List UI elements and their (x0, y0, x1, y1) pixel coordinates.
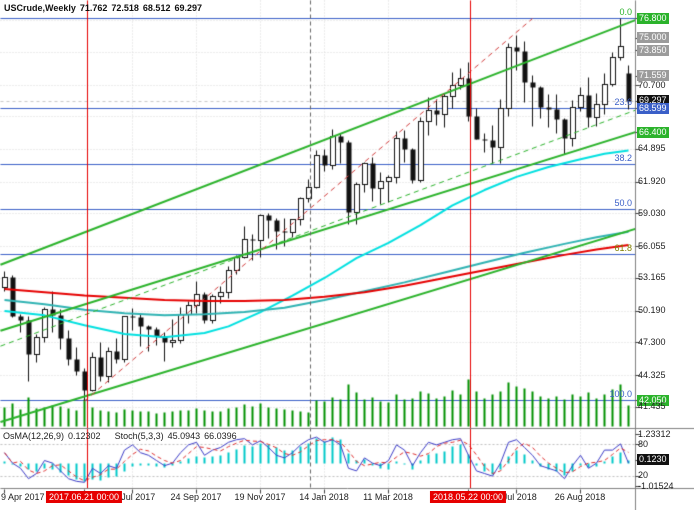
indicator-axis-label: 20 (638, 470, 649, 481)
indicator-axis-badge: 0.1230 (637, 454, 669, 466)
price-axis-label: 61.920 (638, 176, 666, 187)
stoch-label: Stoch(5,3,3) (114, 431, 164, 441)
price-axis[interactable]: 76.800 75.000 73.850 71.559 70.700 69.297 68.5… (636, 0, 694, 510)
ohlc-header: USCrude,Weekly 71.762 72.518 68.512 69.297 (4, 3, 206, 13)
price-axis-badge: 66.400 (637, 126, 669, 138)
time-axis-label: 19 Nov 2017 (234, 492, 286, 502)
price-axis-badge: 42.050 (637, 394, 669, 406)
price-axis-label: 44.325 (638, 369, 666, 380)
price-axis-badge: 76.800 (637, 12, 669, 24)
stoch-d-value: 66.0396 (204, 431, 237, 441)
osma-label: OsMA(12,26,9) (3, 431, 65, 441)
time-axis-label: 24 Sep 2017 (170, 492, 222, 502)
price-axis-label: 64.895 (638, 143, 666, 154)
time-axis-event-badge: 2017.06.21 00:00 (45, 491, 123, 503)
price-axis-label: 47.300 (638, 336, 666, 347)
price-axis-label: 56.055 (638, 240, 666, 251)
price-axis-badge: 75.000 (637, 32, 669, 44)
indicator-label-row: OsMA(12,26,9) 0.12302 Stoch(5,3,3) 45.0943 6… (3, 431, 241, 441)
close-value: 69.297 (174, 3, 202, 13)
indicator-axis-label: 1.23312 (638, 429, 671, 439)
open-value: 71.762 (79, 3, 108, 13)
time-axis-label: 30 Jul 2017 (108, 492, 156, 502)
low-value: 68.512 (142, 3, 171, 13)
time-axis-label: 1 Jul 2018 (495, 492, 537, 502)
time-axis-event-badge: 2018.05.22 00:00 (429, 491, 507, 503)
indicator-axis-label: -1.01524 (638, 480, 674, 491)
stoch-k-value: 45.0943 (167, 431, 201, 441)
indicator-axis-label: 80 (638, 438, 649, 449)
symbol-timeframe-label: USCrude,Weekly (4, 3, 76, 13)
time-axis[interactable]: 9 Apr 2017 2017.06.21 00:00 30 Jul 2017 24 … (0, 489, 694, 510)
osma-value: 0.12302 (68, 431, 101, 441)
time-axis-label: 9 Apr 2017 (1, 492, 45, 502)
price-axis-badge: 68.599 (637, 102, 669, 114)
time-axis-label: 14 Jan 2018 (299, 492, 349, 502)
price-axis-label: 41.435 (638, 401, 666, 412)
price-axis-label: 53.165 (638, 272, 666, 283)
time-axis-label: 26 Aug 2018 (554, 492, 606, 502)
price-axis-label: 70.700 (638, 79, 666, 90)
high-value: 72.518 (111, 3, 139, 13)
indicator-axis[interactable]: 1.23312 80 0.1230 20 -1.01524 (636, 0, 694, 510)
price-axis-badge: 73.850 (637, 44, 669, 56)
price-axis-label: 50.190 (638, 305, 666, 316)
price-axis-badge: 71.559 (637, 70, 669, 82)
price-axis-label: 59.030 (638, 207, 666, 218)
time-axis-label: 11 Mar 2018 (363, 492, 413, 502)
price-axis-badge: 69.297 (637, 95, 669, 106)
